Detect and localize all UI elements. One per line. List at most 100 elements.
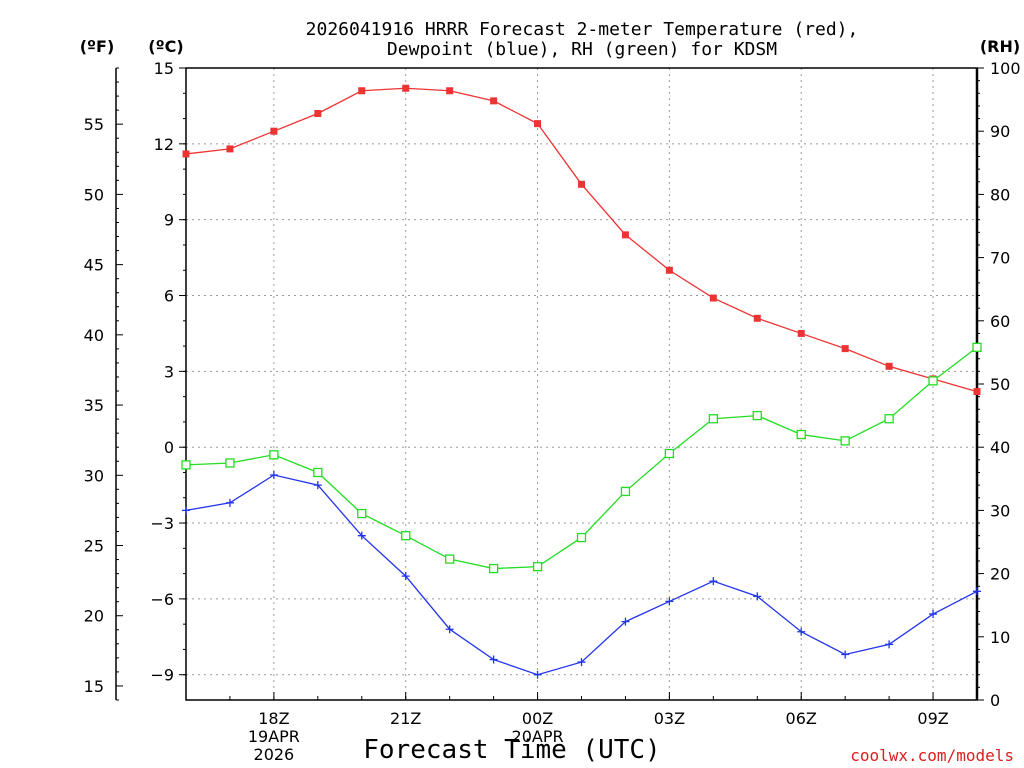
data-point: [885, 362, 893, 370]
rh-tick-label: 70: [990, 249, 1010, 268]
series-2-meter-temperature: [182, 84, 981, 396]
chart-title-line-1: 2026041916 HRRR Forecast 2-meter Tempera…: [306, 19, 859, 40]
data-point: [621, 231, 629, 239]
data-point: [488, 563, 499, 574]
data-point: [225, 458, 235, 468]
series-rh: [181, 342, 982, 574]
data-point: [708, 414, 718, 424]
data-point: [533, 670, 542, 679]
data-point: [490, 97, 498, 105]
data-point: [576, 532, 587, 543]
x-tick-label: 06Z: [786, 709, 817, 728]
x-tick-label: 2026: [254, 745, 295, 764]
data-point: [226, 145, 234, 153]
data-point: [752, 410, 762, 421]
data-point: [753, 314, 761, 322]
celsius-tick-label: 6: [164, 287, 174, 306]
celsius-unit-label: (ºC): [148, 37, 183, 56]
data-point: [446, 87, 454, 95]
data-point: [797, 329, 805, 337]
data-point: [532, 561, 543, 572]
rh-tick-label: 80: [990, 185, 1010, 204]
data-point: [182, 506, 190, 515]
data-point: [578, 180, 585, 188]
data-point: [445, 625, 454, 634]
data-point: [928, 376, 938, 386]
fahrenheit-tick-label: 50: [84, 185, 104, 204]
rh-unit-label: (RH): [980, 37, 1020, 56]
data-point: [181, 460, 191, 470]
rh-tick-label: 20: [990, 565, 1010, 584]
x-tick-label: 09Z: [917, 709, 948, 728]
chart-title-line-2: Dewpoint (blue), RH (green) for KDSM: [387, 39, 777, 60]
celsius-tick-label: 15: [154, 59, 174, 78]
celsius-tick-label: −9: [150, 666, 174, 685]
plot-frame: [185, 67, 978, 701]
series-dewpoint: [182, 471, 981, 679]
celsius-tick-label: 9: [164, 211, 174, 230]
data-point: [664, 448, 675, 459]
data-point: [534, 120, 542, 128]
rh-tick-label: 30: [990, 501, 1010, 520]
data-point: [313, 467, 323, 478]
data-point: [577, 658, 586, 667]
fahrenheit-tick-label: 45: [84, 256, 104, 275]
fahrenheit-tick-label: 55: [84, 115, 104, 134]
celsius-tick-label: −6: [150, 590, 174, 609]
data-point: [973, 587, 981, 596]
series: [181, 84, 982, 679]
data-point: [621, 617, 630, 626]
data-point: [929, 610, 938, 619]
data-point: [972, 342, 982, 352]
data-point: [620, 486, 631, 497]
celsius-tick-label: 3: [164, 362, 174, 381]
rh-tick-label: 0: [990, 691, 1000, 710]
data-point: [753, 592, 762, 601]
data-point: [401, 531, 411, 541]
rh-tick-label: 50: [990, 375, 1010, 394]
x-tick-label: 00Z: [522, 709, 553, 728]
x-tick-label: 21Z: [390, 709, 421, 728]
data-point: [314, 110, 322, 118]
data-point: [973, 388, 981, 396]
fahrenheit-tick-label: 35: [84, 396, 104, 415]
data-point: [358, 87, 366, 95]
data-point: [884, 414, 894, 424]
data-point: [225, 498, 234, 507]
data-point: [840, 436, 850, 446]
fahrenheit-tick-label: 40: [84, 326, 104, 345]
data-point: [269, 471, 278, 480]
data-point: [665, 266, 673, 274]
data-point: [182, 150, 190, 158]
x-tick-label: 20APR: [512, 727, 564, 746]
x-axis-label: Forecast Time (UTC): [363, 735, 660, 765]
celsius-tick-label: 12: [154, 135, 174, 154]
fahrenheit-tick-label: 20: [84, 607, 104, 626]
axes: 15129630−3−6−955504540353025201510090807…: [84, 59, 1021, 710]
data-point: [665, 597, 674, 606]
data-point: [885, 640, 894, 649]
celsius-tick-label: −3: [150, 514, 174, 533]
data-point: [357, 508, 367, 519]
series-line: [185, 474, 978, 676]
data-point: [445, 554, 455, 564]
rh-tick-label: 60: [990, 312, 1010, 331]
fahrenheit-tick-label: 15: [84, 677, 104, 696]
data-point: [270, 127, 278, 135]
x-tick-label: 18Z: [258, 709, 289, 728]
grid: [186, 68, 977, 700]
data-point: [269, 450, 279, 460]
rh-tick-label: 40: [990, 438, 1010, 457]
data-point: [797, 627, 806, 636]
rh-tick-label: 10: [990, 628, 1010, 647]
fahrenheit-tick-label: 30: [84, 466, 104, 485]
data-point: [402, 84, 410, 92]
data-point: [709, 294, 717, 302]
data-point: [489, 655, 498, 664]
rh-tick-label: 100: [990, 59, 1021, 78]
data-point: [401, 572, 410, 581]
fahrenheit-tick-label: 25: [84, 537, 104, 556]
data-point: [357, 531, 366, 540]
